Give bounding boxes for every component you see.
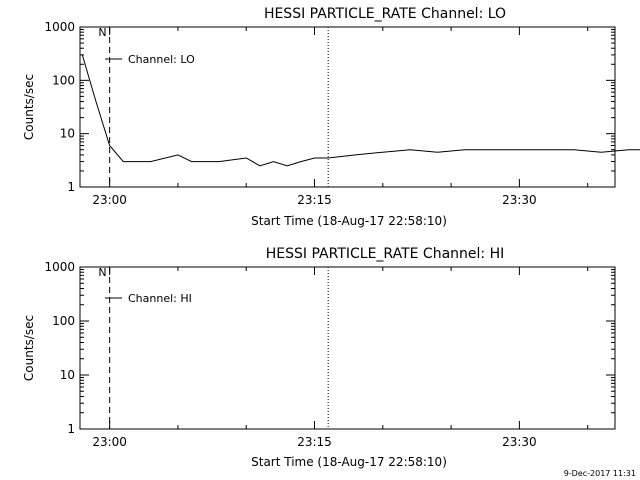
lo-x-tick-label: 23:00 [92,193,127,207]
hi-y-tick-label: 1000 [44,260,75,274]
hi-channel-panel: HESSI PARTICLE_RATE Channel: HI 1 10 100 10… [22,246,616,469]
lo-y-tick-label: 100 [52,73,75,87]
lo-x-tick-label: 23:15 [297,193,332,207]
lo-legend-label: Channel: LO [128,53,195,66]
lo-y-tick-label: 1000 [44,20,75,34]
hi-y-axis-label: Counts/sec [22,315,36,381]
plot-timestamp: 9-Dec-2017 11:31 [564,469,636,478]
lo-y-tick-label: 1 [67,180,75,194]
lo-y-axis-label: Counts/sec [22,74,36,140]
lo-series [81,54,640,167]
hi-y-tick-label: 1 [67,422,75,436]
lo-chart-title: HESSI PARTICLE_RATE Channel: LO [264,6,506,22]
hi-x-tick-label: 23:15 [297,435,332,449]
hi-event-markers: NSE [98,266,329,429]
lo-plot-frame [79,26,616,188]
lo-y-axis: 1 10 100 1000 [44,20,615,194]
hi-legend-label: Channel: HI [128,292,192,305]
hi-chart-title: HESSI PARTICLE_RATE Channel: HI [266,246,504,262]
lo-x-axis-label: Start Time (18-Aug-17 22:58:10) [251,214,447,228]
hi-x-axis-label: Start Time (18-Aug-17 22:58:10) [251,455,447,469]
lo-rate-line [81,54,640,167]
lo-legend: Channel: LO [105,53,195,66]
hi-y-tick-label: 10 [60,368,75,382]
hi-y-axis: 1 10 100 1000 [44,260,615,436]
lo-event-markers: NSE [98,26,329,187]
lo-x-tick-label: 23:30 [502,193,537,207]
hi-legend: Channel: HI [105,292,192,305]
hi-x-tick-label: 23:30 [502,435,537,449]
hi-y-tick-label: 100 [52,314,75,328]
lo-event-marker-label: N [98,26,106,39]
hi-plot-frame [79,266,616,430]
lo-channel-panel: HESSI PARTICLE_RATE Channel: LO 1 10 100 10… [22,6,640,228]
hi-event-marker-label: N [98,266,106,279]
hi-x-tick-label: 23:00 [92,435,127,449]
lo-y-tick-label: 10 [60,127,75,141]
